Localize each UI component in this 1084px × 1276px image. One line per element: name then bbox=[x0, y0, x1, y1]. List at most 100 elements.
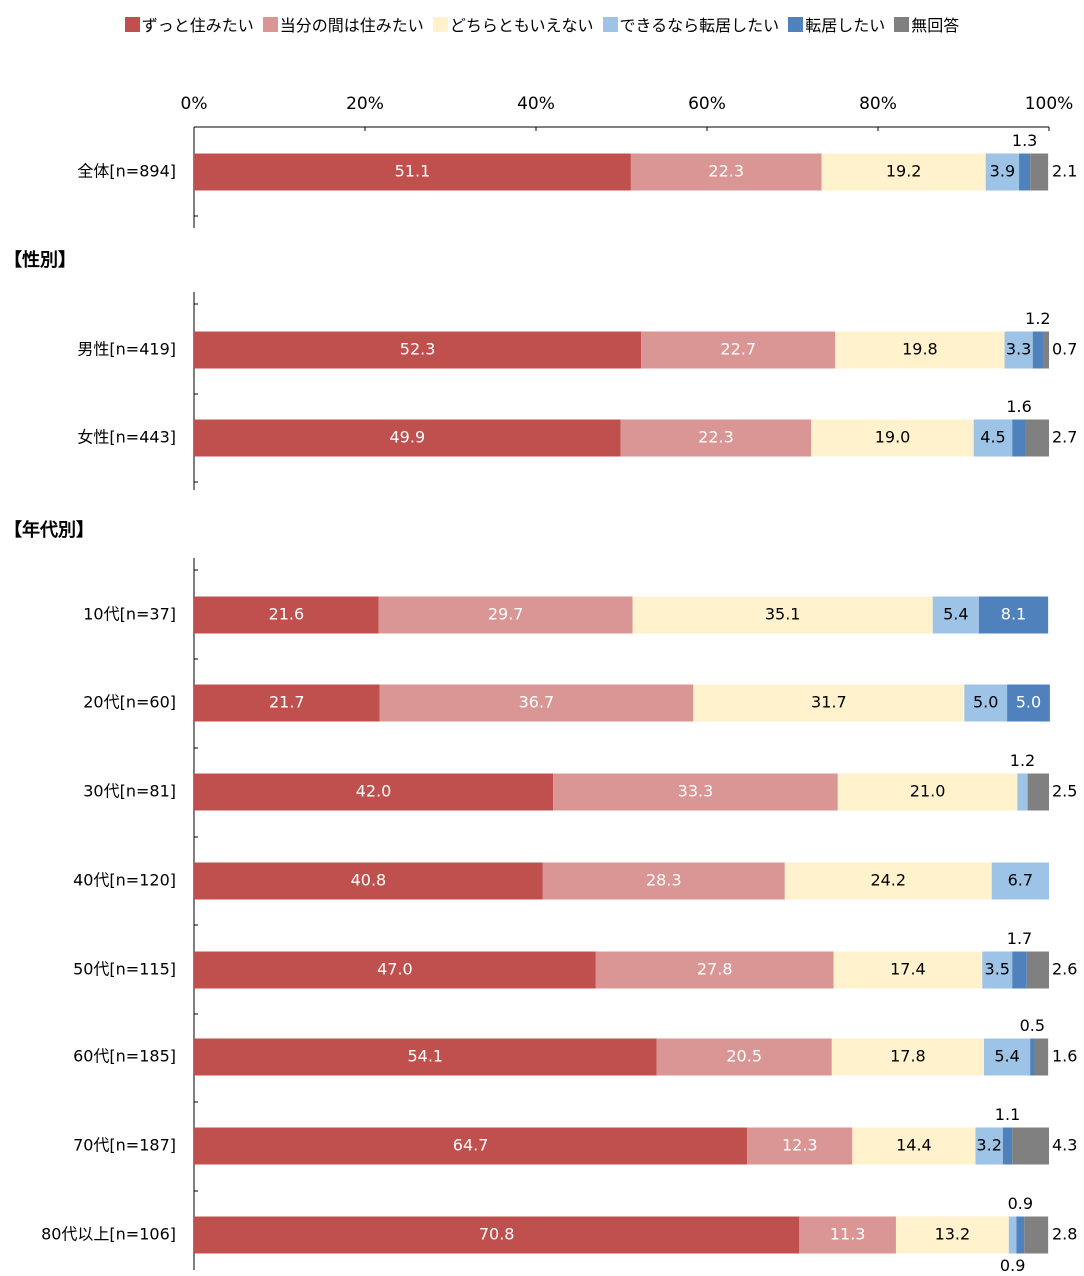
bar-segment bbox=[1034, 1038, 1049, 1076]
data-label: 0.5 bbox=[1020, 1016, 1045, 1035]
x-tick-label: 60% bbox=[688, 94, 726, 114]
chart-legend: ずっと住みたい 当分の間は住みたい どちらともいえない できるなら転居したい 転居したい… bbox=[0, 12, 1084, 36]
bar-segment bbox=[852, 1127, 976, 1165]
data-label: 12.3 bbox=[782, 1136, 818, 1155]
data-label: 4.5 bbox=[980, 428, 1005, 447]
bar-segment bbox=[932, 596, 979, 634]
bar-segment bbox=[632, 596, 933, 634]
data-label: 2.6 bbox=[1052, 960, 1077, 979]
data-label: 3.2 bbox=[976, 1136, 1001, 1155]
bar-segment bbox=[1019, 153, 1031, 191]
data-label: 2.5 bbox=[1052, 782, 1077, 801]
data-label: 21.0 bbox=[910, 782, 946, 801]
data-label: 28.3 bbox=[646, 871, 682, 890]
data-label: 49.9 bbox=[390, 428, 426, 447]
legend-item: 当分の間は住みたい bbox=[262, 12, 424, 36]
data-label: 6.7 bbox=[1008, 871, 1033, 890]
data-label: 1.6 bbox=[1006, 397, 1031, 416]
bar-segment bbox=[1025, 419, 1049, 457]
category-label: 80代以上[n=106] bbox=[41, 1225, 176, 1244]
data-label: 1.3 bbox=[1012, 131, 1037, 150]
data-label: 1.7 bbox=[1007, 929, 1032, 948]
bar-segment bbox=[1004, 331, 1033, 369]
bar-segment bbox=[799, 1216, 896, 1254]
bar-segment bbox=[1007, 684, 1050, 722]
bar-segment bbox=[194, 773, 554, 811]
data-label: 19.2 bbox=[886, 162, 922, 181]
data-label: 54.1 bbox=[407, 1047, 443, 1066]
bar-segment bbox=[784, 862, 992, 900]
bar-segment bbox=[895, 1216, 1009, 1254]
category-label: 50代[n=115] bbox=[73, 960, 176, 979]
category-label: 全体[n=894] bbox=[77, 162, 176, 181]
data-label: 19.8 bbox=[902, 340, 938, 359]
bar-segment bbox=[991, 862, 1049, 900]
x-tick-label: 100% bbox=[1025, 94, 1074, 114]
data-label: 3.9 bbox=[990, 162, 1015, 181]
data-label: 42.0 bbox=[356, 782, 392, 801]
data-label: 29.7 bbox=[488, 605, 524, 624]
legend-swatch bbox=[602, 16, 618, 32]
bar-segment bbox=[542, 862, 785, 900]
bar-segment bbox=[1032, 331, 1044, 369]
bar-segment bbox=[982, 951, 1013, 989]
data-label: 14.4 bbox=[896, 1136, 932, 1155]
legend-label: 無回答 bbox=[911, 16, 960, 35]
data-label: 0.9 bbox=[1000, 1256, 1025, 1275]
category-label: 20代[n=60] bbox=[83, 693, 176, 712]
bar-segment bbox=[553, 773, 838, 811]
data-label: 3.5 bbox=[985, 960, 1010, 979]
legend-swatch bbox=[432, 16, 448, 32]
data-label: 36.7 bbox=[519, 693, 555, 712]
data-label: 19.0 bbox=[875, 428, 911, 447]
bar-segment bbox=[630, 153, 822, 191]
category-label: 70代[n=187] bbox=[73, 1136, 176, 1155]
data-label: 1.1 bbox=[995, 1105, 1020, 1124]
bar-segment bbox=[378, 596, 633, 634]
data-label: 1.6 bbox=[1052, 1047, 1077, 1066]
category-label: 女性[n=443] bbox=[77, 428, 176, 447]
legend-item: どちらともいえない bbox=[432, 12, 594, 36]
bar-segment bbox=[811, 419, 974, 457]
data-label: 70.8 bbox=[479, 1225, 515, 1244]
data-label: 22.3 bbox=[708, 162, 744, 181]
bar-segment bbox=[1002, 1127, 1013, 1165]
bar-segment bbox=[194, 331, 642, 369]
category-label: 男性[n=419] bbox=[77, 340, 176, 359]
data-label: 5.4 bbox=[994, 1047, 1019, 1066]
data-label: 2.1 bbox=[1052, 162, 1077, 181]
category-label: 30代[n=81] bbox=[83, 782, 176, 801]
legend-item: ずっと住みたい bbox=[124, 12, 254, 36]
data-label: 47.0 bbox=[377, 960, 413, 979]
bar-segment bbox=[1043, 331, 1049, 369]
section-heading-gender: 【性別】 bbox=[4, 250, 76, 271]
section-heading-age: 【年代別】 bbox=[4, 520, 94, 541]
data-label: 40.8 bbox=[351, 871, 387, 890]
data-label: 22.7 bbox=[720, 340, 756, 359]
legend-label: どちらともいえない bbox=[449, 16, 594, 35]
bar-segment bbox=[978, 596, 1049, 634]
bar-segment bbox=[1016, 1216, 1025, 1254]
bar-segment bbox=[194, 1127, 748, 1165]
legend-swatch bbox=[788, 16, 804, 32]
legend-swatch bbox=[124, 16, 140, 32]
legend-swatch bbox=[262, 16, 278, 32]
data-label: 22.3 bbox=[698, 428, 734, 447]
legend-label: ずっと住みたい bbox=[141, 16, 254, 35]
bar-segment bbox=[194, 419, 621, 457]
bar-segment bbox=[837, 773, 1018, 811]
bar-segment bbox=[595, 951, 834, 989]
data-label: 3.3 bbox=[1006, 340, 1031, 359]
data-label: 24.2 bbox=[870, 871, 906, 890]
legend-label: できるなら転居したい bbox=[619, 16, 780, 35]
data-label: 17.4 bbox=[890, 960, 926, 979]
legend-item: 無回答 bbox=[894, 12, 959, 36]
bar-segment bbox=[835, 331, 1005, 369]
legend-item: 転居したい bbox=[788, 12, 885, 36]
legend-swatch bbox=[894, 16, 910, 32]
bar-segment bbox=[1030, 1038, 1035, 1076]
bar-segment bbox=[194, 1038, 657, 1076]
data-label: 64.7 bbox=[453, 1136, 489, 1155]
data-label: 5.4 bbox=[943, 605, 968, 624]
